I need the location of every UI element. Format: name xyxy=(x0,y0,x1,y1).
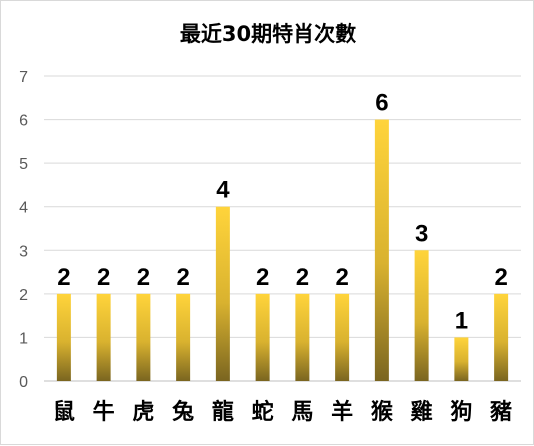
bar-2 xyxy=(96,293,111,381)
y-tick-label: 1 xyxy=(19,330,28,347)
bar-12 xyxy=(494,293,509,381)
y-tick-label: 0 xyxy=(19,374,28,391)
data-label: 2 xyxy=(176,264,189,291)
data-label: 2 xyxy=(137,264,150,291)
data-label: 2 xyxy=(97,264,110,291)
y-tick-label: 4 xyxy=(19,200,28,217)
bar-8 xyxy=(335,293,350,381)
bar-10 xyxy=(414,250,429,381)
y-tick-label: 5 xyxy=(19,156,28,173)
data-label: 6 xyxy=(375,90,388,117)
data-label: 2 xyxy=(296,264,309,291)
bar-7 xyxy=(295,293,310,381)
bar-1 xyxy=(56,293,71,381)
bar-4 xyxy=(176,293,191,381)
x-axis: 鼠牛虎兔龍蛇馬羊猴雞狗豬 xyxy=(53,399,512,425)
bar-5 xyxy=(215,206,230,381)
x-tick-label: 鼠 xyxy=(53,400,75,425)
data-label: 2 xyxy=(494,264,507,291)
y-axis: 0 1 2 3 4 5 6 7 xyxy=(19,69,28,391)
x-tick-label: 羊 xyxy=(331,399,353,425)
bars xyxy=(56,119,509,382)
y-tick-label: 2 xyxy=(19,287,28,304)
x-tick-label: 兔 xyxy=(172,399,194,425)
bar-11 xyxy=(454,337,469,381)
x-tick-label: 虎 xyxy=(132,399,154,425)
x-tick-label: 狗 xyxy=(450,400,472,425)
chart-title: 最近30期特肖次數 xyxy=(180,22,356,46)
y-tick-label: 7 xyxy=(19,69,28,86)
bar-9 xyxy=(374,119,389,382)
data-label: 2 xyxy=(57,264,70,291)
gridlines xyxy=(44,75,521,382)
data-label: 3 xyxy=(415,220,428,247)
x-tick-label: 馬 xyxy=(291,400,313,425)
bar-3 xyxy=(136,293,151,381)
data-label: 2 xyxy=(335,264,348,291)
x-tick-label: 牛 xyxy=(93,399,115,425)
data-label: 4 xyxy=(216,177,230,204)
y-tick-label: 6 xyxy=(19,113,28,130)
x-tick-label: 猴 xyxy=(371,400,394,425)
bar-6 xyxy=(255,293,270,381)
x-tick-label: 蛇 xyxy=(252,399,274,425)
x-tick-label: 雞 xyxy=(410,399,433,425)
x-tick-label: 龍 xyxy=(212,399,234,425)
y-tick-label: 3 xyxy=(19,243,28,260)
data-label: 2 xyxy=(256,264,269,291)
x-tick-label: 豬 xyxy=(489,400,512,425)
data-label: 1 xyxy=(455,307,468,334)
